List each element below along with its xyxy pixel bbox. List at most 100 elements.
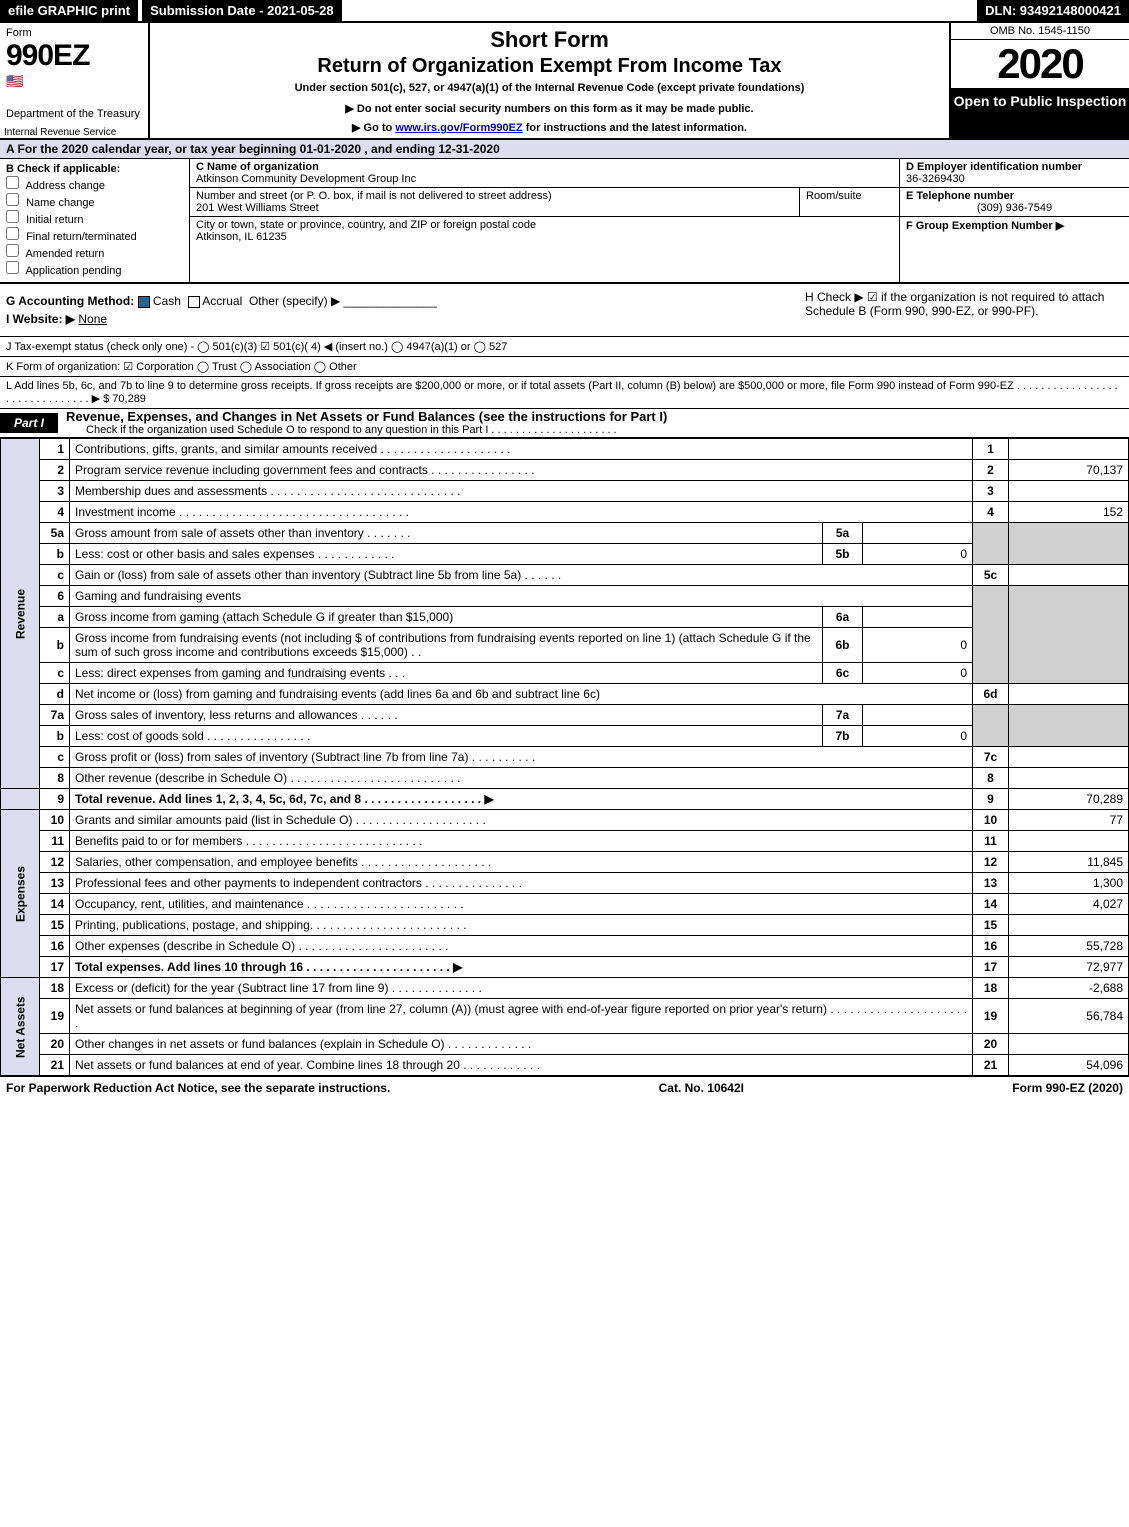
desc-11: Benefits paid to or for members . . . . … [70,831,973,852]
rn-2: 2 [973,460,1009,481]
box-f: F Group Exemption Number ▶ [900,217,1129,234]
top-bar: efile GRAPHIC print Submission Date - 20… [0,0,1129,23]
desc-14: Occupancy, rent, utilities, and maintena… [70,894,973,915]
desc-1: Contributions, gifts, grants, and simila… [70,439,973,460]
desc-17: Total expenses. Add lines 10 through 16 … [70,957,973,978]
ln-15: 15 [40,915,70,936]
desc-6c: Less: direct expenses from gaming and fu… [70,663,823,684]
ln-1: 1 [40,439,70,460]
desc-3: Membership dues and assessments . . . . … [70,481,973,502]
chk-amended[interactable]: Amended return [6,244,183,260]
l-text: L Add lines 5b, 6c, and 7b to line 9 to … [6,380,1118,405]
mv-7a [863,705,973,726]
rn-17: 17 [973,957,1009,978]
rv-2: 70,137 [1009,460,1129,481]
desc-9: Total revenue. Add lines 1, 2, 3, 4, 5c,… [70,789,973,810]
header-center: Short Form Return of Organization Exempt… [150,23,949,138]
part1-sub: Check if the organization used Schedule … [86,424,617,437]
rv-9: 70,289 [1009,789,1129,810]
footer-formref: Form 990-EZ (2020) [1012,1081,1123,1095]
desc-7c: Gross profit or (loss) from sales of inv… [70,747,973,768]
submission-date: Submission Date - 2021-05-28 [142,0,342,21]
addr-value: 201 West Williams Street [196,202,319,214]
goto-post: for instructions and the latest informat… [523,122,747,134]
dept-label: Department of the Treasury [6,108,142,120]
box-c: C Name of organization Atkinson Communit… [190,159,899,282]
part1-header: Part I Revenue, Expenses, and Changes in… [0,409,1129,438]
rn-10: 10 [973,810,1009,831]
ln-6a: a [40,607,70,628]
ln-7b: b [40,726,70,747]
chk-app-pending[interactable]: Application pending [6,261,183,277]
j-tax-status: J Tax-exempt status (check only one) - ◯… [0,337,1129,357]
room-box: Room/suite [799,188,899,216]
g-other: Other (specify) ▶ [249,294,340,308]
rv-17: 72,977 [1009,957,1129,978]
efile-label[interactable]: efile GRAPHIC print [0,0,138,21]
desc-19: Net assets or fund balances at beginning… [70,999,973,1034]
rv-16: 55,728 [1009,936,1129,957]
box-def: D Employer identification number 36-3269… [899,159,1129,282]
website-value: None [78,312,107,326]
ghi-section: G Accounting Method: Cash Accrual Other … [0,284,1129,337]
box-b: B Check if applicable: Address change Na… [0,159,190,282]
mn-7a: 7a [823,705,863,726]
chk-final-return[interactable]: Final return/terminated [6,227,183,243]
g-label: G Accounting Method: [6,294,134,308]
chk-cash-icon[interactable] [138,296,150,308]
footer-catno: Cat. No. 10642I [659,1081,744,1095]
desc-8: Other revenue (describe in Schedule O) .… [70,768,973,789]
omb-number: OMB No. 1545-1150 [951,23,1129,40]
addr-box: Number and street (or P. O. box, if mail… [190,188,799,216]
form-word: Form [6,27,142,39]
chk-initial-return[interactable]: Initial return [6,210,183,226]
ln-7c: c [40,747,70,768]
addr-label: Number and street (or P. O. box, if mail… [196,190,552,202]
subtitle-goto: ▶ Go to www.irs.gov/Form990EZ for instru… [158,121,941,134]
subtitle-ssn: ▶ Do not enter social security numbers o… [158,102,941,115]
k-org-form: K Form of organization: ☑ Corporation ◯ … [0,357,1129,377]
grey-7 [973,705,1009,747]
mv-6c: 0 [863,663,973,684]
mn-5b: 5b [823,544,863,565]
desc-6a: Gross income from gaming (attach Schedul… [70,607,823,628]
desc-21: Net assets or fund balances at end of ye… [70,1055,973,1076]
expenses-tab: Expenses [1,810,40,978]
desc-5b: Less: cost or other basis and sales expe… [70,544,823,565]
org-name-label: C Name of organization [196,161,319,173]
ln-20: 20 [40,1034,70,1055]
part1-label: Part I [0,413,58,433]
chk-name-change[interactable]: Name change [6,193,183,209]
mv-6a [863,607,973,628]
mn-7b: 7b [823,726,863,747]
chk-accrual-icon[interactable] [188,296,200,308]
rn-21: 21 [973,1055,1009,1076]
dln-label: DLN: 93492148000421 [977,0,1129,21]
irs-link[interactable]: www.irs.gov/Form990EZ [395,122,522,134]
ln-4: 4 [40,502,70,523]
desc-20: Other changes in net assets or fund bala… [70,1034,973,1055]
mv-6b: 0 [863,628,973,663]
rn-14: 14 [973,894,1009,915]
rn-1: 1 [973,439,1009,460]
rv-19: 56,784 [1009,999,1129,1034]
mv-5a [863,523,973,544]
rn-15: 15 [973,915,1009,936]
ein-label: D Employer identification number [906,161,1082,173]
info-section: B Check if applicable: Address change Na… [0,159,1129,284]
desc-10: Grants and similar amounts paid (list in… [70,810,973,831]
ln-9: 9 [40,789,70,810]
desc-15: Printing, publications, postage, and shi… [70,915,973,936]
rn-16: 16 [973,936,1009,957]
open-inspection: Open to Public Inspection [951,89,1129,138]
ln-7a: 7a [40,705,70,726]
org-name-value: Atkinson Community Development Group Inc [196,173,416,185]
mv-7b: 0 [863,726,973,747]
form-header: Form 990EZ 🇺🇸 Department of the Treasury… [0,23,1129,140]
rn-12: 12 [973,852,1009,873]
mn-6a: 6a [823,607,863,628]
chk-address-change[interactable]: Address change [6,176,183,192]
desc-5c: Gain or (loss) from sale of assets other… [70,565,973,586]
ln-17: 17 [40,957,70,978]
part1-title: Revenue, Expenses, and Changes in Net As… [66,409,1129,424]
